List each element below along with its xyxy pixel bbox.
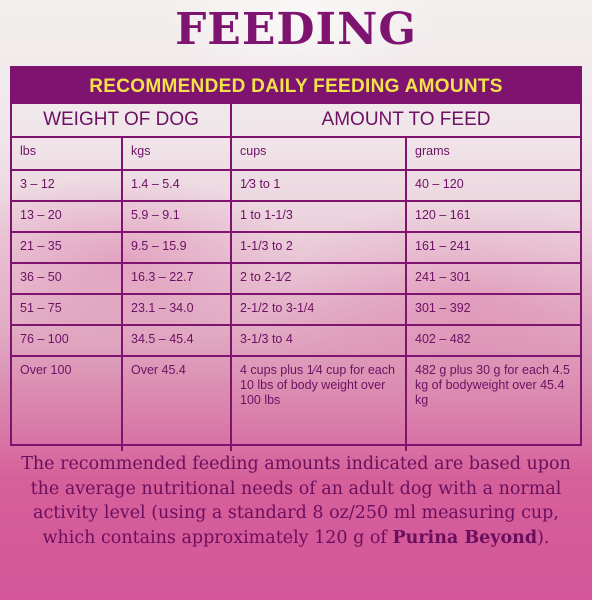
cups-cell: 1⁄3 to 1	[230, 169, 407, 202]
lbs-cell: 21 – 35	[12, 231, 123, 264]
unit-header-row: lbs kgs cups grams	[12, 136, 581, 171]
group-header-row: WEIGHT OF DOG AMOUNT TO FEED	[12, 104, 581, 138]
cups-cell: 2 to 2-1⁄2	[230, 262, 407, 295]
weight-of-dog-header: WEIGHT OF DOG	[12, 104, 232, 138]
table-row: 36 – 50 16.3 – 22.7 2 to 2-1⁄2 241 – 301	[12, 262, 581, 295]
cups-cell: 3-1/3 to 4	[230, 324, 407, 357]
grams-cell: 241 – 301	[404, 262, 581, 295]
feeding-grid: WEIGHT OF DOG AMOUNT TO FEED lbs kgs cup…	[12, 104, 581, 451]
table-row: 51 – 75 23.1 – 34.0 2-1/2 to 3-1/4 301 –…	[12, 293, 581, 326]
cups-cell: 2-1/2 to 3-1/4	[230, 293, 407, 326]
kgs-cell: 1.4 – 5.4	[121, 169, 232, 202]
lbs-cell: 36 – 50	[12, 262, 123, 295]
grams-cell: 482 g plus 30 g for each 4.5 kg of bodyw…	[404, 355, 581, 451]
kgs-header: kgs	[121, 136, 232, 171]
feeding-table: RECOMMENDED DAILY FEEDING AMOUNTS WEIGHT…	[10, 66, 582, 451]
cups-cell: 1-1/3 to 2	[230, 231, 407, 264]
lbs-header: lbs	[12, 136, 123, 171]
cups-header: cups	[230, 136, 407, 171]
kgs-cell: 23.1 – 34.0	[121, 293, 232, 326]
lbs-cell: 51 – 75	[12, 293, 123, 326]
table-banner: RECOMMENDED DAILY FEEDING AMOUNTS	[12, 68, 580, 104]
table-row: 13 – 20 5.9 – 9.1 1 to 1-1/3 120 – 161	[12, 200, 581, 233]
table-row: 3 – 12 1.4 – 5.4 1⁄3 to 1 40 – 120	[12, 169, 581, 202]
cups-cell: 1 to 1-1/3	[230, 200, 407, 233]
note-text: The recommended feeding amounts indicate…	[21, 454, 571, 548]
grams-cell: 402 – 482	[404, 324, 581, 357]
amount-to-feed-header: AMOUNT TO FEED	[229, 104, 581, 138]
grams-cell: 40 – 120	[404, 169, 581, 202]
grams-cell: 301 – 392	[404, 293, 581, 326]
grams-cell: 161 – 241	[404, 231, 581, 264]
table-row: 21 – 35 9.5 – 15.9 1-1/3 to 2 161 – 241	[12, 231, 581, 264]
brand-name: Purina Beyond	[392, 527, 538, 548]
lbs-cell: 76 – 100	[12, 324, 123, 357]
lbs-cell: 13 – 20	[12, 200, 123, 233]
note-end: ).	[537, 527, 550, 548]
table-row: 76 – 100 34.5 – 45.4 3-1/3 to 4 402 – 48…	[12, 324, 581, 357]
kgs-cell: 9.5 – 15.9	[121, 231, 232, 264]
kgs-cell: Over 45.4	[121, 355, 232, 451]
grams-header: grams	[404, 136, 581, 171]
table-row: Over 100 Over 45.4 4 cups plus 1⁄4 cup f…	[12, 355, 581, 451]
cups-cell: 4 cups plus 1⁄4 cup for each 10 lbs of b…	[230, 355, 407, 451]
kgs-cell: 34.5 – 45.4	[121, 324, 232, 357]
kgs-cell: 16.3 – 22.7	[121, 262, 232, 295]
kgs-cell: 5.9 – 9.1	[121, 200, 232, 233]
feeding-note: The recommended feeding amounts indicate…	[6, 452, 586, 550]
lbs-cell: 3 – 12	[12, 169, 123, 202]
grams-cell: 120 – 161	[404, 200, 581, 233]
page-title: FEEDING	[175, 4, 417, 55]
lbs-cell: Over 100	[12, 355, 123, 451]
